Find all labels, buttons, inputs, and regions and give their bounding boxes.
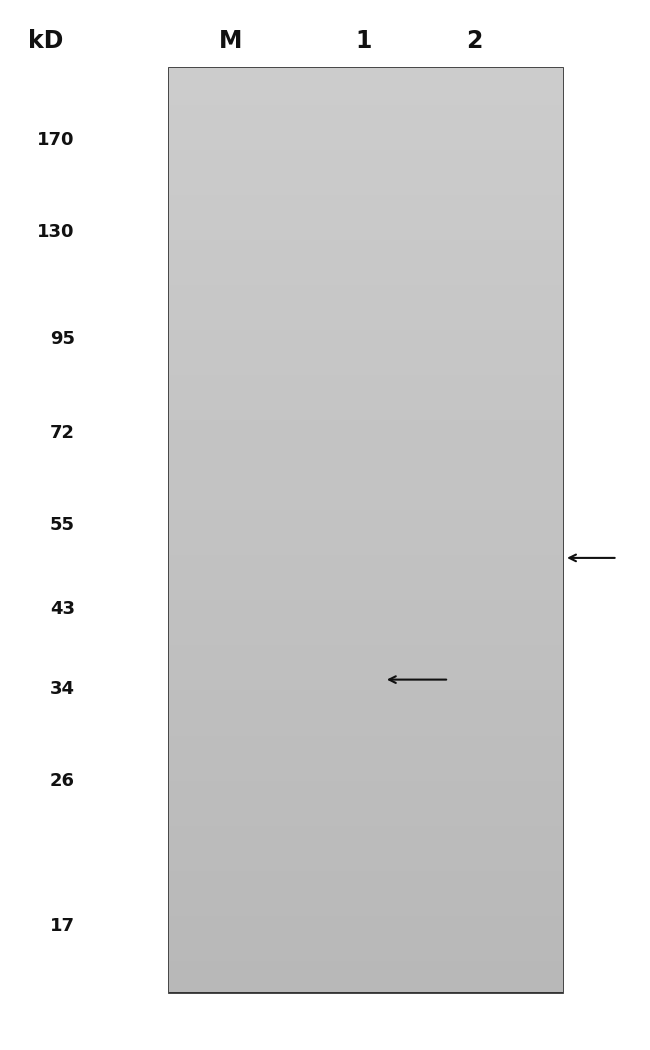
FancyBboxPatch shape [193, 146, 268, 163]
Text: 34: 34 [50, 680, 75, 698]
FancyBboxPatch shape [193, 331, 268, 348]
FancyBboxPatch shape [192, 223, 270, 240]
Text: 26: 26 [50, 772, 75, 790]
FancyBboxPatch shape [192, 917, 270, 936]
FancyBboxPatch shape [193, 517, 268, 533]
FancyBboxPatch shape [192, 772, 270, 790]
FancyBboxPatch shape [192, 601, 269, 617]
Text: 130: 130 [37, 223, 75, 240]
Text: 43: 43 [50, 601, 75, 618]
FancyBboxPatch shape [306, 724, 383, 740]
FancyBboxPatch shape [307, 749, 382, 763]
Text: 72: 72 [50, 424, 75, 442]
FancyBboxPatch shape [194, 461, 267, 477]
FancyBboxPatch shape [191, 120, 270, 141]
FancyBboxPatch shape [195, 488, 266, 503]
Text: 17: 17 [50, 917, 75, 934]
FancyBboxPatch shape [191, 423, 270, 443]
FancyBboxPatch shape [305, 691, 384, 708]
FancyBboxPatch shape [304, 660, 385, 680]
FancyBboxPatch shape [426, 549, 510, 567]
Text: M: M [219, 28, 242, 52]
FancyBboxPatch shape [193, 681, 268, 698]
Bar [169, 68, 562, 992]
Text: 2: 2 [466, 28, 483, 52]
Text: kD: kD [28, 28, 63, 52]
Text: 55: 55 [50, 517, 75, 534]
Text: 170: 170 [37, 131, 75, 149]
Text: 95: 95 [50, 330, 75, 348]
Text: 1: 1 [356, 28, 372, 52]
